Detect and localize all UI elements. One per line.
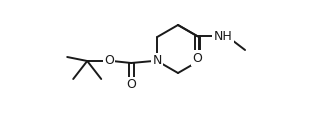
Text: NH: NH bbox=[214, 29, 232, 42]
Text: O: O bbox=[104, 55, 114, 68]
Text: O: O bbox=[126, 79, 136, 92]
Text: N: N bbox=[153, 55, 162, 68]
Text: O: O bbox=[192, 51, 202, 64]
